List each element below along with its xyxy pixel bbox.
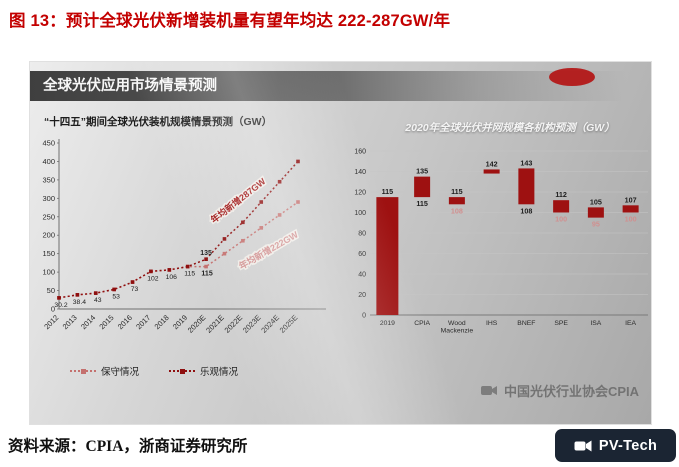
svg-text:2019: 2019 (380, 320, 395, 327)
svg-text:38.4: 38.4 (73, 299, 86, 306)
svg-text:100: 100 (555, 215, 567, 224)
figure-caption: 图 13：预计全球光伏新增装机量有望年均达 222-287GW/年 (9, 12, 451, 30)
svg-text:2025E: 2025E (278, 313, 300, 335)
svg-text:2016: 2016 (116, 313, 134, 331)
svg-text:IEA: IEA (625, 320, 636, 327)
line-chart-legend: 保守情况 乐观情况 (70, 364, 338, 378)
bar-chart: 0 20 40 60 80 100 120 140 160 115 135 115 115 108 142 1… (354, 149, 648, 335)
svg-text:100: 100 (42, 268, 55, 277)
svg-text:20: 20 (358, 292, 366, 299)
svg-text:142: 142 (486, 159, 498, 168)
pvtech-logo: PV-Tech (555, 429, 676, 462)
cpia-watermark-text: 中国光伏行业协会CPIA (503, 384, 639, 399)
svg-text:2018: 2018 (153, 313, 171, 331)
svg-text:0: 0 (51, 305, 55, 314)
svg-text:105: 105 (590, 197, 602, 206)
svg-text:IHS: IHS (486, 320, 498, 327)
svg-text:ISA: ISA (590, 320, 601, 327)
svg-text:100: 100 (625, 215, 637, 224)
svg-text:30.2: 30.2 (54, 302, 67, 309)
svg-text:250: 250 (42, 212, 55, 221)
svg-text:43: 43 (94, 297, 102, 304)
conservative-line-swatch (70, 368, 96, 374)
svg-text:300: 300 (42, 194, 55, 203)
svg-text:2013: 2013 (61, 313, 79, 331)
source-note: 资料来源：CPIA，浙商证券研究所 (8, 438, 248, 455)
line-chart-block: “十四五”期间全球光伏装机规模情景预测（GW） 0 50 100 150 200 250 3… (32, 114, 338, 378)
cpia-watermark-icon (480, 386, 497, 395)
svg-text:80: 80 (358, 231, 366, 238)
svg-text:2024E: 2024E (259, 313, 281, 335)
slide-title-banner: 全球光伏应用市场情景预测 (30, 71, 651, 101)
svg-text:2020E: 2020E (186, 313, 208, 335)
cpia-logo-mark (549, 68, 595, 86)
svg-text:2023E: 2023E (241, 313, 263, 335)
svg-text:140: 140 (354, 169, 366, 176)
svg-text:2021E: 2021E (204, 313, 226, 335)
legend-item-optimistic: 乐观情况 (169, 364, 238, 378)
svg-text:SPE: SPE (554, 320, 568, 327)
svg-text:200: 200 (42, 231, 55, 240)
bar-chart-title: 2020年全球光伏并网规模各机构预测（GW） (405, 122, 615, 134)
svg-text:BNEF: BNEF (517, 320, 535, 327)
slide-image: 全球光伏应用市场情景预测 “十四五”期间全球光伏装机规模情景预测（GW） 0 50… (30, 62, 651, 424)
svg-text:0: 0 (362, 313, 366, 320)
svg-text:115: 115 (201, 271, 212, 278)
svg-text:115: 115 (416, 199, 428, 208)
legend-label-conservative: 保守情况 (101, 367, 140, 378)
legend-item-conservative: 保守情况 (70, 364, 139, 378)
svg-text:年均新增222GW: 年均新增222GW (237, 228, 301, 271)
svg-text:2022E: 2022E (223, 313, 245, 335)
svg-text:115: 115 (451, 187, 463, 196)
svg-text:115: 115 (382, 187, 394, 196)
svg-text:106: 106 (166, 274, 178, 281)
svg-text:143: 143 (520, 158, 532, 167)
svg-text:108: 108 (451, 206, 463, 215)
cpia-watermark: 中国光伏行业协会CPIA (480, 381, 639, 400)
svg-text:73: 73 (131, 286, 139, 293)
svg-text:450: 450 (42, 139, 55, 148)
line-chart-title: “十四五”期间全球光伏装机规模情景预测（GW） (44, 116, 273, 128)
svg-text:112: 112 (555, 190, 567, 199)
bar-chart-block: 2020年全球光伏并网规模各机构预测（GW） 0 20 40 60 80 100 120 14… (342, 120, 648, 352)
svg-text:107: 107 (625, 195, 637, 204)
svg-text:50: 50 (47, 286, 55, 295)
pvtech-logo-text: PV-Tech (598, 437, 658, 454)
svg-text:350: 350 (42, 175, 55, 184)
legend-label-optimistic: 乐观情况 (200, 367, 239, 378)
svg-text:40: 40 (358, 272, 366, 279)
svg-text:135: 135 (200, 250, 212, 257)
svg-text:CPIA: CPIA (414, 320, 430, 327)
svg-text:2017: 2017 (134, 313, 152, 331)
svg-text:53: 53 (112, 293, 120, 300)
svg-text:100: 100 (354, 210, 366, 217)
svg-text:108: 108 (520, 206, 532, 215)
camera-icon (574, 440, 592, 451)
svg-text:115: 115 (184, 271, 195, 278)
svg-text:2012: 2012 (42, 313, 60, 331)
svg-text:150: 150 (42, 249, 55, 258)
svg-text:60: 60 (358, 251, 366, 258)
svg-text:135: 135 (416, 167, 428, 176)
svg-text:400: 400 (42, 157, 55, 166)
svg-text:102: 102 (147, 275, 159, 282)
optimistic-line-swatch (169, 368, 196, 374)
svg-text:2014: 2014 (79, 313, 97, 331)
svg-text:160: 160 (354, 149, 366, 156)
svg-text:95: 95 (592, 220, 600, 229)
svg-text:年均新增287GW: 年均新增287GW (208, 175, 268, 225)
svg-text:120: 120 (354, 190, 366, 197)
svg-text:2015: 2015 (97, 313, 115, 331)
